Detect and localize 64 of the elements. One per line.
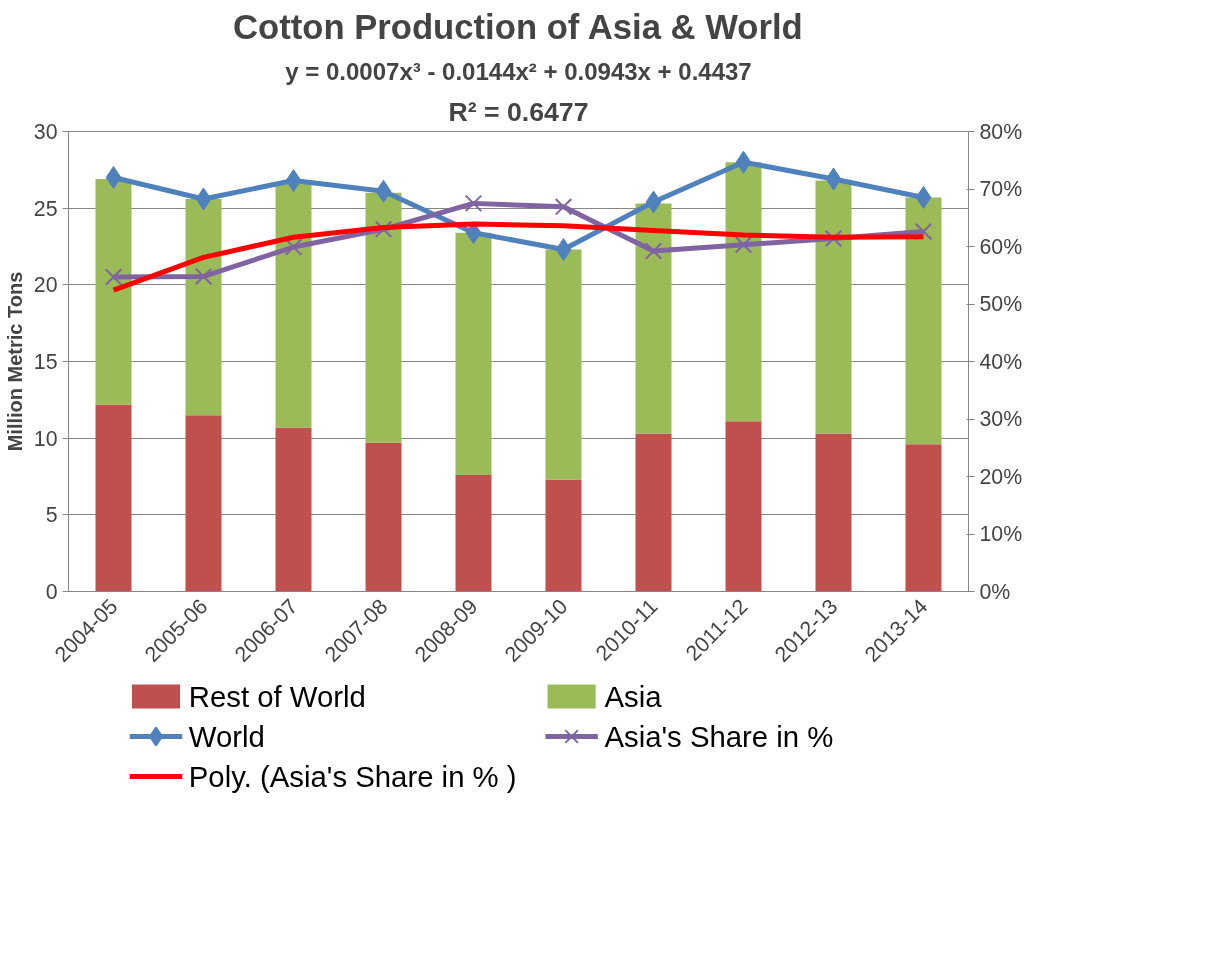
bar [725, 421, 762, 592]
point [554, 198, 573, 216]
point [735, 150, 752, 174]
point [914, 222, 933, 241]
y-tick-label: 25 [33, 196, 58, 221]
point [195, 187, 212, 211]
y2-tick-label: 10% [979, 522, 1023, 546]
bar [95, 404, 132, 592]
bar [185, 415, 222, 592]
legend-label: Rest of World [188, 680, 366, 713]
y-tick-label: 20 [33, 273, 58, 298]
point [104, 268, 123, 286]
y-tick-label: 10 [33, 426, 58, 451]
bar [725, 162, 762, 422]
y-tick-label: 30 [33, 120, 58, 144]
bar [905, 197, 942, 445]
point [285, 169, 302, 193]
legend-label: Asia's Share in % [604, 720, 834, 753]
text: R² = 0.6477 [448, 96, 589, 127]
chart-subtitle: y = 0.0007x³ - 0.0144x² + 0.0943x + 0.4437 [285, 57, 752, 85]
bar [95, 179, 132, 405]
point [915, 185, 932, 209]
bar [365, 442, 402, 592]
point [555, 238, 572, 262]
y2-tick-label: 80% [979, 119, 1023, 144]
point [734, 236, 753, 254]
point [824, 229, 843, 248]
point [284, 238, 303, 256]
y2-tick-label: 40% [979, 349, 1023, 374]
y2-tick-label: 30% [979, 407, 1023, 431]
legend-label: Asia [604, 680, 663, 713]
bar [635, 203, 672, 434]
y2-tick-label: 50% [979, 292, 1023, 316]
y-tick-label: 15 [33, 350, 58, 374]
point [825, 167, 842, 191]
y-tick-label: 0 [45, 580, 58, 604]
point [105, 166, 122, 189]
bar [815, 433, 852, 592]
bar [455, 232, 492, 475]
bar [545, 479, 582, 592]
bar [455, 474, 492, 592]
bar [815, 180, 852, 434]
y2-tick-label: 20% [979, 464, 1023, 489]
bar [905, 444, 942, 592]
point [194, 267, 213, 286]
chart-title: Cotton Production of Asia & World [232, 7, 803, 46]
point [645, 190, 662, 214]
legend-label: World [188, 720, 265, 753]
point [644, 242, 663, 260]
bar [545, 249, 582, 480]
bar [275, 427, 312, 592]
bar [365, 192, 402, 443]
y-axis-title: Million Metric Tons [3, 271, 26, 452]
point [374, 220, 393, 239]
y2-tick-label: 70% [979, 177, 1023, 201]
point [464, 194, 483, 213]
point [375, 179, 392, 203]
legend-label: Poly. (Asia's Share in % ) [188, 760, 517, 793]
y2-tick-label: 0% [979, 579, 1011, 604]
y-tick-label: 5 [45, 503, 58, 528]
y2-tick-label: 60% [979, 234, 1023, 259]
bar [185, 198, 222, 416]
bar [635, 433, 672, 592]
bar [275, 183, 312, 428]
